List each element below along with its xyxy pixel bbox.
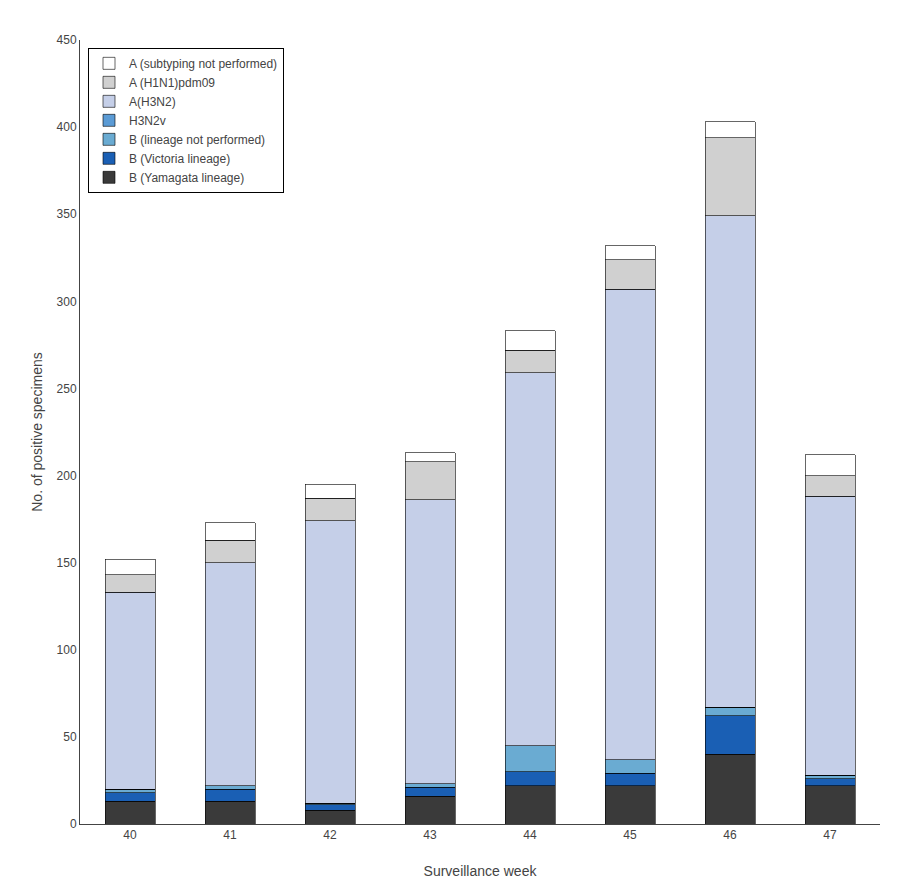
svg-text:Surveillance week: Surveillance week xyxy=(424,863,538,879)
svg-text:350: 350 xyxy=(57,207,77,221)
svg-text:44: 44 xyxy=(523,828,537,842)
svg-text:A (subtyping not performed): A (subtyping not performed) xyxy=(129,57,277,71)
svg-text:40: 40 xyxy=(123,828,137,842)
svg-text:0: 0 xyxy=(70,817,77,831)
svg-text:46: 46 xyxy=(723,828,737,842)
svg-text:50: 50 xyxy=(63,730,77,744)
svg-text:100: 100 xyxy=(57,643,77,657)
svg-text:B (Victoria lineage): B (Victoria lineage) xyxy=(129,152,230,166)
svg-text:43: 43 xyxy=(423,828,437,842)
svg-text:A (H1N1)pdm09: A (H1N1)pdm09 xyxy=(129,76,215,90)
svg-text:H3N2v: H3N2v xyxy=(129,114,166,128)
svg-text:47: 47 xyxy=(823,828,837,842)
svg-text:300: 300 xyxy=(57,295,77,309)
svg-text:A(H3N2): A(H3N2) xyxy=(129,95,176,109)
svg-text:41: 41 xyxy=(223,828,237,842)
svg-text:No. of positive specimens: No. of positive specimens xyxy=(29,352,45,512)
svg-text:B (lineage not performed): B (lineage not performed) xyxy=(129,133,265,147)
svg-text:200: 200 xyxy=(57,469,77,483)
svg-text:B (Yamagata lineage): B (Yamagata lineage) xyxy=(129,171,244,185)
svg-text:42: 42 xyxy=(323,828,337,842)
svg-text:45: 45 xyxy=(623,828,637,842)
svg-text:450: 450 xyxy=(57,33,77,47)
svg-text:250: 250 xyxy=(57,382,77,396)
svg-text:150: 150 xyxy=(57,556,77,570)
svg-text:400: 400 xyxy=(57,120,77,134)
